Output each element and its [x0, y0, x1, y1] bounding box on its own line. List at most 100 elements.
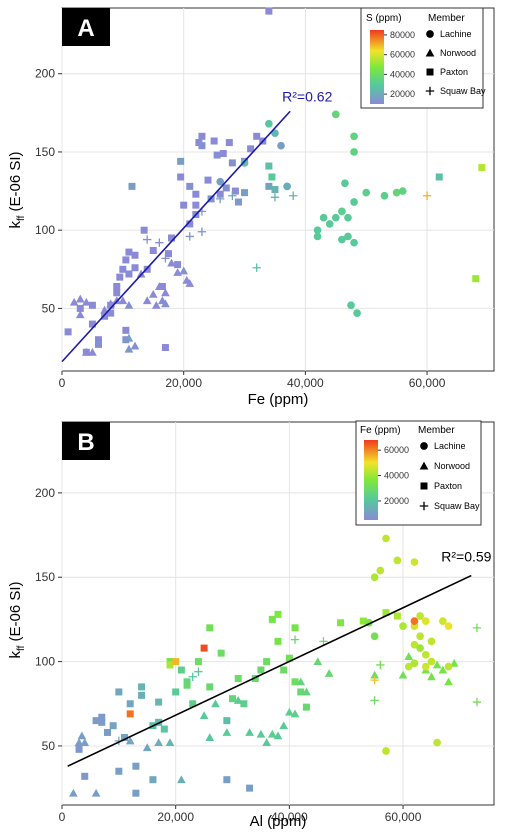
data-point-triangle	[130, 341, 140, 350]
data-point-cross	[188, 672, 197, 681]
shape-legend-title: Member	[428, 13, 465, 24]
data-point-circle	[350, 238, 358, 247]
data-point-circle	[427, 657, 436, 666]
legend-entry-label: Lachine	[440, 29, 472, 39]
data-point-triangle	[151, 300, 161, 309]
data-point-square	[229, 695, 237, 703]
data-point-square	[198, 132, 206, 140]
data-point-square	[138, 691, 146, 699]
data-point-square	[291, 624, 299, 632]
panel-label-box	[62, 422, 110, 460]
data-point-square	[107, 309, 115, 317]
data-point-circle	[421, 650, 430, 659]
data-point-square	[88, 320, 96, 328]
data-point-square	[166, 661, 174, 669]
data-point-triangle	[267, 729, 277, 738]
data-point-circle	[265, 119, 273, 128]
data-point-square	[192, 190, 200, 198]
data-point-triangle	[324, 669, 334, 677]
data-point-square	[194, 658, 202, 666]
data-point-triangle	[211, 699, 220, 708]
data-point-circle	[382, 534, 390, 543]
color-scale-tick-label: 80000	[390, 30, 415, 40]
data-point-circle	[416, 612, 424, 620]
data-point-circle	[433, 738, 442, 747]
data-point-cross	[370, 696, 379, 705]
data-point-triangle	[279, 721, 289, 730]
data-point-cross	[142, 235, 152, 244]
x-tick-label: 20,000	[157, 810, 194, 824]
data-point-square	[122, 326, 130, 334]
data-point-square	[192, 201, 200, 209]
data-point-square	[103, 728, 111, 736]
data-point-triangle	[205, 733, 215, 741]
trendline	[67, 574, 472, 767]
color-scale-bar	[364, 440, 378, 520]
data-point-square	[126, 710, 134, 718]
data-point-cross	[472, 623, 482, 633]
data-point-cross	[290, 635, 300, 644]
data-point-triangle	[148, 289, 158, 298]
data-point-circle	[410, 640, 419, 649]
data-point-square	[223, 717, 231, 725]
x-tick-label: 20,000	[165, 376, 202, 390]
data-point-triangle	[69, 297, 79, 306]
data-point-square	[257, 666, 265, 674]
data-point-square	[241, 189, 249, 197]
data-point-circle	[410, 617, 419, 625]
data-point-circle	[398, 187, 407, 195]
data-point-square	[177, 157, 185, 165]
data-point-triangle	[199, 711, 209, 720]
x-tick-label: 60,000	[385, 810, 422, 824]
data-point-square	[75, 745, 83, 753]
data-point-square	[138, 683, 146, 691]
legend-symbol-cross	[425, 86, 435, 96]
data-points	[64, 7, 486, 356]
y-tick-label: 150	[35, 145, 55, 159]
data-point-triangle	[449, 658, 459, 667]
data-point-triangle	[124, 300, 134, 309]
data-point-triangle	[118, 296, 128, 305]
data-point-square	[116, 273, 124, 281]
data-point-triangle	[81, 297, 91, 306]
data-point-square	[125, 248, 133, 256]
data-point-triangle	[370, 670, 379, 679]
data-point-square	[186, 220, 194, 228]
data-point-square	[131, 251, 139, 259]
color-scale-ticks: 80000 60000 40000 20000	[384, 30, 415, 99]
data-point-square	[64, 328, 72, 336]
data-point-square	[128, 182, 136, 190]
panel-b: R²=0.59 0 20,000 40,000 60,000 50100150200 …	[7, 420, 495, 830]
data-point-square	[265, 182, 273, 190]
data-point-square	[302, 703, 310, 711]
data-point-circle	[350, 198, 358, 206]
data-point-circle	[331, 213, 340, 222]
data-point-square	[210, 137, 218, 145]
data-point-circle	[338, 235, 346, 244]
data-point-square	[223, 776, 231, 784]
data-point-square	[98, 718, 106, 726]
color-scale-bar	[370, 30, 384, 104]
data-point-square	[140, 226, 148, 234]
data-point-square	[393, 612, 401, 620]
data-point-triangle	[245, 728, 254, 736]
data-point-triangle	[81, 347, 91, 356]
data-point-square	[113, 289, 121, 297]
legend-entry-label: Norwood	[434, 461, 470, 471]
data-point-circle	[216, 177, 225, 186]
data-point-triangle	[404, 652, 414, 660]
data-point-square	[234, 674, 242, 682]
color-scale-tick-label: 40000	[384, 471, 409, 481]
data-point-square	[121, 734, 129, 742]
data-point-circle	[416, 644, 424, 652]
data-point-square	[253, 132, 261, 140]
data-point-triangle	[313, 657, 323, 666]
color-scale-ticks: 60000 40000 20000	[378, 445, 409, 506]
data-point-square	[265, 162, 273, 170]
r-squared-label: R²=0.62	[282, 88, 332, 104]
data-point-triangle	[69, 788, 78, 797]
data-point-square	[95, 340, 103, 348]
legend-entry-label: Paxton	[440, 67, 468, 77]
data-point-square	[76, 304, 84, 312]
